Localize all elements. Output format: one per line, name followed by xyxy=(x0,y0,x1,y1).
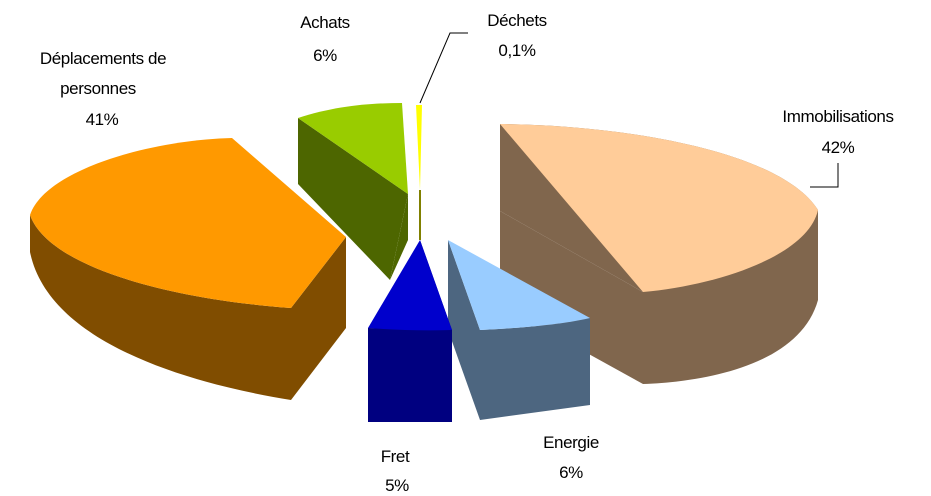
slice-deplacements-outer-side xyxy=(30,215,291,400)
slice-energie-top xyxy=(448,240,590,330)
category-label-energie: Energie xyxy=(543,433,599,452)
value-label-achats: 6% xyxy=(313,46,337,65)
slice-dechets-side xyxy=(419,190,421,240)
slice-immobilisations-inner-side xyxy=(500,211,643,384)
slice-deplacements xyxy=(30,138,346,400)
slice-deplacements-inner-side xyxy=(291,237,346,400)
slice-fret-top xyxy=(368,240,452,331)
category-label-deplacements-line-1: Déplacements de xyxy=(40,49,166,68)
slice-deplacements-top xyxy=(30,138,346,308)
category-label-fret: Fret xyxy=(381,447,410,466)
label-immobilisations: Immobilisations 42% xyxy=(782,107,894,157)
label-dechets: Déchets 0,1% xyxy=(487,11,547,60)
label-energie: Energie 6% xyxy=(543,433,599,482)
slice-achats-inner-side xyxy=(298,118,408,280)
category-label-deplacements-line-2: personnes xyxy=(60,79,136,98)
slice-fret-front-side xyxy=(368,328,452,422)
slice-dechets-top xyxy=(416,105,422,190)
label-achats: Achats 6% xyxy=(300,13,350,65)
slice-energie xyxy=(448,240,590,420)
slice-fret xyxy=(368,240,452,422)
slice-energie-outer-side xyxy=(480,318,590,420)
category-label-immobilisations: Immobilisations xyxy=(782,107,893,126)
slice-achats-top xyxy=(298,103,408,194)
slice-energie-inner-side xyxy=(448,240,480,420)
slice-immobilisations-top xyxy=(500,124,818,292)
value-label-energie: 6% xyxy=(559,463,583,482)
category-label-achats: Achats xyxy=(300,13,350,32)
value-label-fret: 5% xyxy=(385,476,409,495)
slice-immobilisations xyxy=(500,124,818,384)
label-fret: Fret 5% xyxy=(381,447,411,495)
slice-dechets xyxy=(416,105,422,240)
label-deplacements: Déplacements de personnes 41% xyxy=(40,49,167,129)
slice-achats-front-side xyxy=(390,194,408,280)
value-label-dechets: 0,1% xyxy=(498,41,535,60)
category-label-dechets: Déchets xyxy=(487,11,547,30)
value-label-deplacements: 41% xyxy=(86,110,119,129)
value-label-immobilisations: 42% xyxy=(822,138,855,157)
slice-achats xyxy=(298,103,408,280)
leader-line-immobilisations xyxy=(810,163,839,188)
leader-line-dechets xyxy=(419,32,468,104)
